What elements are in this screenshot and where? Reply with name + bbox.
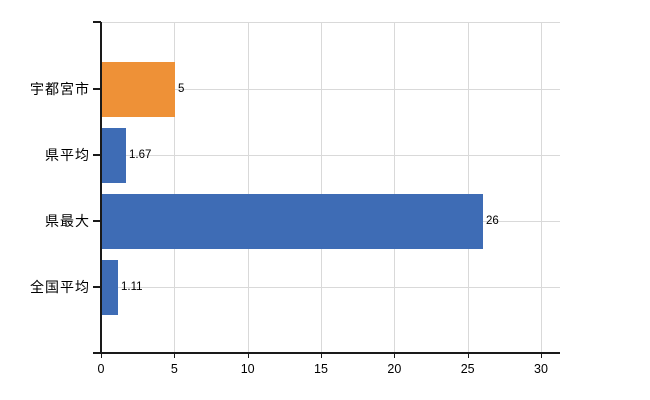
y-axis-line [100,22,102,353]
x-gridline [467,22,469,352]
bar-4 [102,260,118,315]
x-tick-label: 20 [387,362,402,376]
category-gridline [101,89,560,90]
category-label-3: 県最大 [45,213,90,229]
y-axis-tick [93,88,101,90]
x-tick-label: 30 [534,362,548,376]
category-label-4: 全国平均 [30,279,90,295]
x-gridline [321,22,322,352]
bar-2 [102,128,126,183]
y-axis-tick [93,286,101,288]
x-axis-tick [394,353,396,358]
x-gridline [394,22,396,352]
bar-value-label: 1.11 [121,281,143,293]
x-axis-tick [541,353,542,358]
x-tick-label: 0 [97,362,105,376]
plot-top-gridline [101,22,560,23]
x-tick-label: 15 [314,362,328,376]
x-axis-tick [174,353,176,358]
x-axis-tick [321,353,322,358]
x-gridline [247,22,249,352]
bar-1 [102,62,175,117]
x-gridline [174,22,176,352]
x-tick-label: 10 [240,362,255,376]
category-label-2: 県平均 [45,147,90,163]
bar-value-label: 26 [486,215,499,227]
bar-3 [102,194,483,249]
x-axis-line [93,352,560,354]
category-label-1: 宇都宮市 [30,81,90,97]
x-axis-tick [467,353,469,358]
x-axis-tick [101,353,102,358]
y-axis-tick [93,220,101,222]
x-tick-label: 25 [460,362,475,376]
x-gridline [541,22,542,352]
bar-value-label: 1.67 [129,149,152,161]
y-axis-tick [93,154,101,156]
y-axis-top-tick [93,21,101,23]
x-tick-label: 5 [170,362,178,376]
bar-value-label: 5 [178,83,185,95]
x-axis-tick [247,353,249,358]
category-gridline [101,287,560,288]
category-gridline [101,155,560,156]
